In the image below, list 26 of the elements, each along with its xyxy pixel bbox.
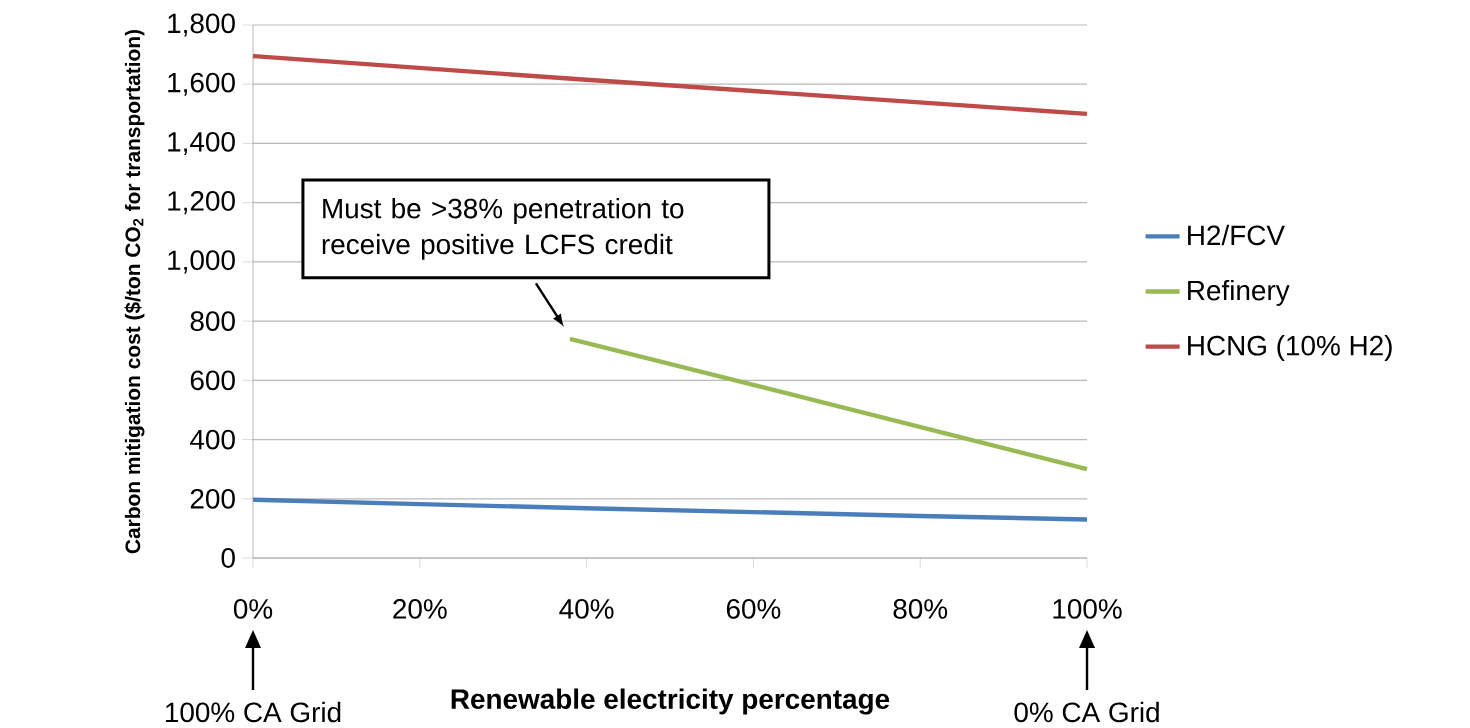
line-series [250,53,1090,117]
x-axis-title: Renewable electricity percentage [451,688,890,715]
y-tick-label: 1,200 [168,191,235,215]
y-tick-label: 400 [190,429,235,450]
legend-label: H2/FCV [1188,224,1285,246]
y-tick-label: 800 [190,311,235,331]
y-tick-label: 1,000 [168,250,235,274]
y-axis-title: Carbon mitigation cost ($/ton CO$_{2}$ for transportation) [124,29,145,554]
annotation: Must be >38% penetration to receive positive LCFS credit [322,197,684,260]
line-series [250,497,1090,522]
x-tick-label: 100% [1053,599,1122,619]
text: 0% CA Grid [1014,701,1159,723]
x-tick-label: 60% [726,599,781,619]
x-tick-label: 80% [893,599,948,619]
y-tick-label: 0 [221,548,235,568]
legend-label: HCNG (10% H2) [1188,335,1392,362]
x-tick-label: 0% [233,599,273,619]
y-tick-label: 200 [190,488,235,509]
x-tick-label: 20% [393,599,447,619]
text: 100% CA Grid [165,701,341,723]
y-tick-label: 600 [190,370,235,391]
legend-label: Refinery [1188,279,1290,306]
y-tick-label: 1,800 [168,13,235,37]
y-tick-label: 1,400 [168,131,235,155]
y-tick-label: 1,600 [168,72,235,96]
x-tick-label: 40% [559,599,614,619]
